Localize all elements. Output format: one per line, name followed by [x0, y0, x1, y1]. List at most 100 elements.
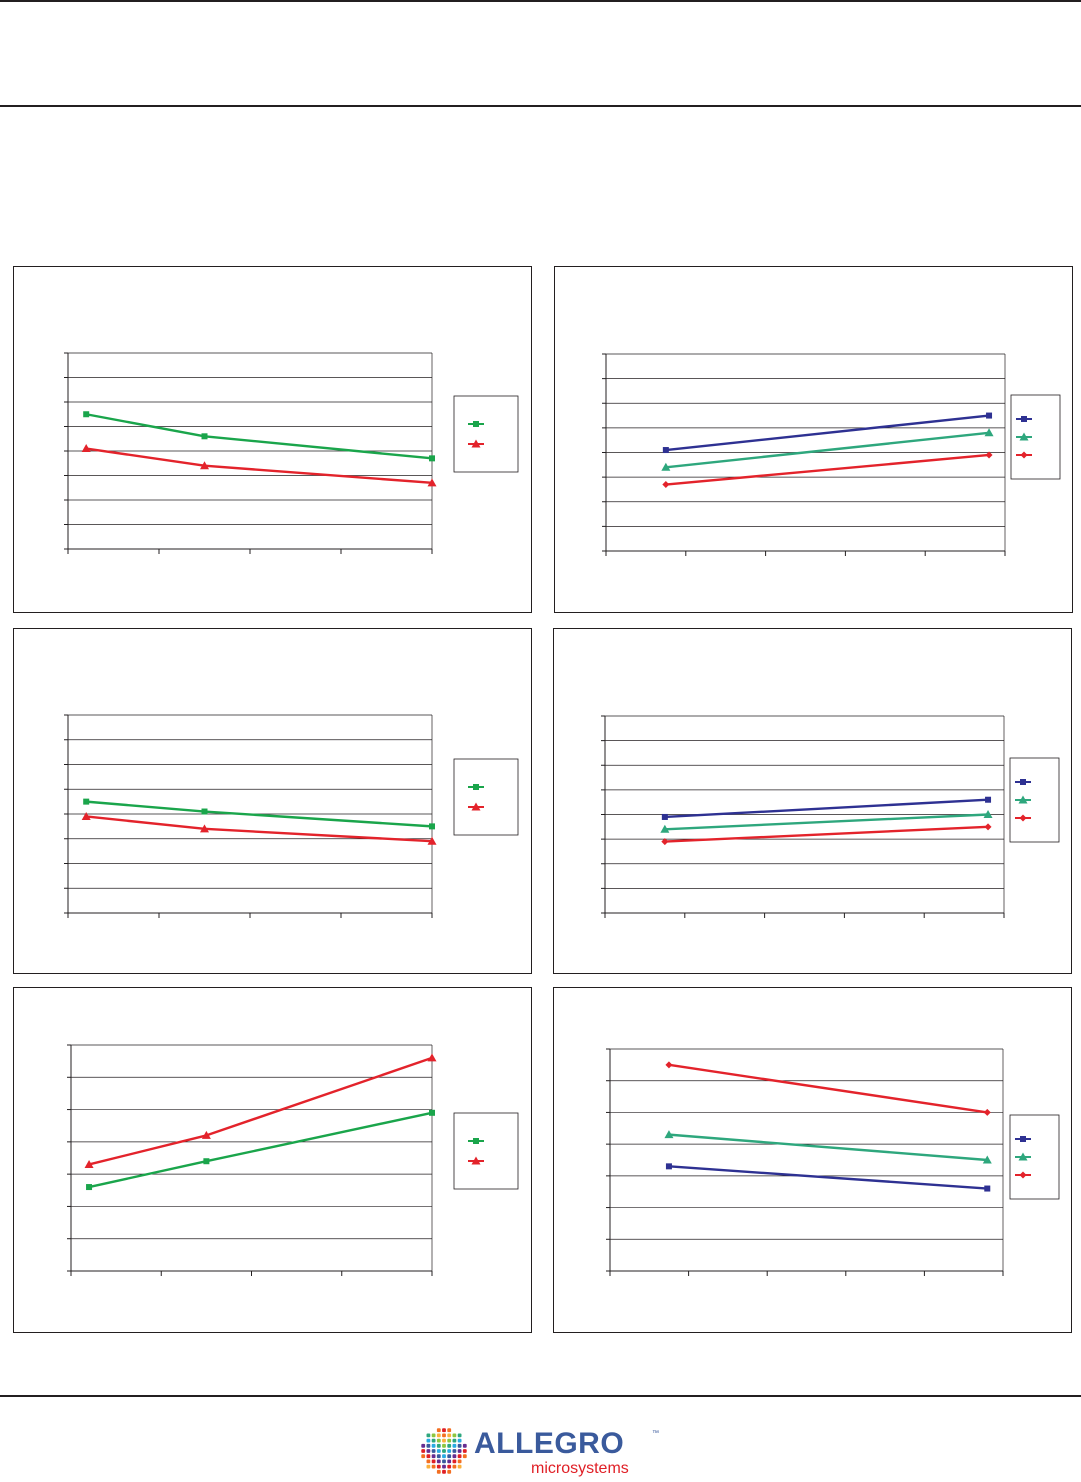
globe-dot-4 [431, 1433, 436, 1438]
chart-5 [67, 1044, 519, 1276]
series-0-line [665, 414, 990, 452]
legend-marker-0 [1021, 416, 1027, 422]
chart-3 [64, 714, 519, 918]
globe-dot-7 [447, 1433, 452, 1438]
series-1-point-2 [427, 836, 437, 845]
globe-dot-12 [436, 1438, 441, 1443]
globe-dot-11 [431, 1438, 436, 1443]
globe-dot-37 [431, 1454, 436, 1459]
globe-dot-38 [436, 1454, 441, 1459]
globe-dot-48 [447, 1459, 452, 1464]
globe-dot-2 [447, 1428, 452, 1433]
series-2-point-0 [661, 838, 669, 846]
chart-panel-3 [13, 628, 532, 974]
globe-dot-31 [447, 1449, 452, 1453]
globe-dot-39 [442, 1454, 446, 1459]
series-0-point-0 [662, 447, 669, 454]
logo-trademark: ™ [652, 1430, 659, 1437]
header-bottom-rule [0, 105, 1081, 107]
globe-dot-49 [452, 1459, 457, 1464]
series-0-point-1 [986, 412, 993, 419]
series-1-point-1 [982, 1155, 992, 1164]
series-0-point-2 [429, 823, 435, 830]
globe-dot-16 [457, 1438, 462, 1443]
globe-dot-13 [442, 1438, 446, 1443]
globe-dot-27 [426, 1449, 431, 1453]
globe-dot-51 [426, 1464, 431, 1469]
chart-panel-2 [554, 266, 1073, 613]
globe-dot-5 [436, 1433, 441, 1438]
series-1-point-0 [84, 1159, 94, 1168]
globe-dot-52 [431, 1464, 436, 1469]
legend-marker-1 [1018, 795, 1028, 804]
globe-dot-43 [462, 1454, 467, 1459]
chart-panel-5 [13, 987, 532, 1333]
globe-dot-23 [452, 1443, 457, 1448]
chart-2 [602, 353, 1061, 556]
globe-dot-35 [421, 1454, 426, 1459]
series-0-point-0 [661, 813, 668, 820]
chart-panel-4 [553, 628, 1072, 974]
globe-dot-41 [452, 1454, 457, 1459]
globe-dot-54 [442, 1464, 446, 1469]
series-2-point-1 [983, 1108, 991, 1116]
series-0-point-1 [201, 808, 208, 815]
series-0-line [664, 798, 989, 819]
series-1-line [664, 813, 989, 831]
globe-dot-21 [442, 1443, 446, 1448]
chart-panel-1 [13, 266, 532, 613]
series-1-point-0 [81, 811, 91, 820]
legend-marker-2 [1019, 1171, 1027, 1179]
globe-dot-36 [426, 1454, 431, 1459]
globe-dot-15 [452, 1438, 457, 1443]
globe-dot-1 [442, 1428, 446, 1433]
series-0-point-1 [201, 433, 208, 440]
globe-dot-59 [442, 1469, 446, 1474]
series-1-point-2 [427, 478, 437, 487]
series-1-point-1 [983, 810, 993, 818]
globe-dot-32 [452, 1449, 457, 1453]
globe-dot-58 [436, 1469, 441, 1474]
legend-marker-0 [473, 421, 479, 427]
globe-dot-17 [421, 1443, 426, 1448]
legend-marker-1 [471, 1156, 481, 1165]
globe-dot-60 [447, 1469, 452, 1474]
legend-box [453, 395, 519, 473]
legend-marker-0 [1020, 1136, 1026, 1142]
globe-dot-57 [457, 1464, 462, 1469]
globe-dot-19 [431, 1443, 436, 1448]
legend-marker-0 [473, 1138, 479, 1144]
legend-marker-1 [471, 439, 481, 448]
globe-dot-9 [457, 1433, 462, 1438]
globe-dot-40 [447, 1454, 452, 1459]
globe-dot-45 [431, 1459, 436, 1464]
globe-dot-30 [442, 1449, 446, 1453]
series-2-line [664, 825, 989, 843]
series-0-point-0 [83, 798, 90, 805]
globe-dot-6 [442, 1433, 446, 1438]
series-0-line [85, 413, 433, 460]
allegro-logo: ALLEGRO ™ microsystems [420, 1424, 660, 1480]
series-1-point-0 [664, 1130, 674, 1139]
series-0-point-1 [985, 796, 992, 803]
series-1-point-1 [984, 428, 994, 437]
legend-box [453, 758, 519, 836]
series-0-point-1 [203, 1158, 210, 1165]
legend-marker-0 [473, 784, 479, 790]
legend-marker-2 [1020, 451, 1028, 459]
legend-marker-1 [471, 802, 481, 811]
logo-tagline: microsystems [531, 1460, 629, 1477]
logo-wordmark: ALLEGRO [474, 1427, 625, 1460]
globe-dot-56 [452, 1464, 457, 1469]
globe-dot-26 [421, 1449, 426, 1453]
globe-dot-34 [462, 1449, 467, 1453]
legend-marker-1 [1018, 1152, 1028, 1161]
series-0-point-0 [83, 411, 90, 418]
globe-dot-42 [457, 1454, 462, 1459]
chart-panel-6 [553, 987, 1072, 1333]
series-0-point-0 [86, 1184, 93, 1191]
series-0-point-0 [665, 1163, 672, 1170]
globe-dot-10 [426, 1438, 431, 1443]
series-2-point-1 [985, 451, 993, 459]
series-0-point-2 [429, 1109, 435, 1116]
